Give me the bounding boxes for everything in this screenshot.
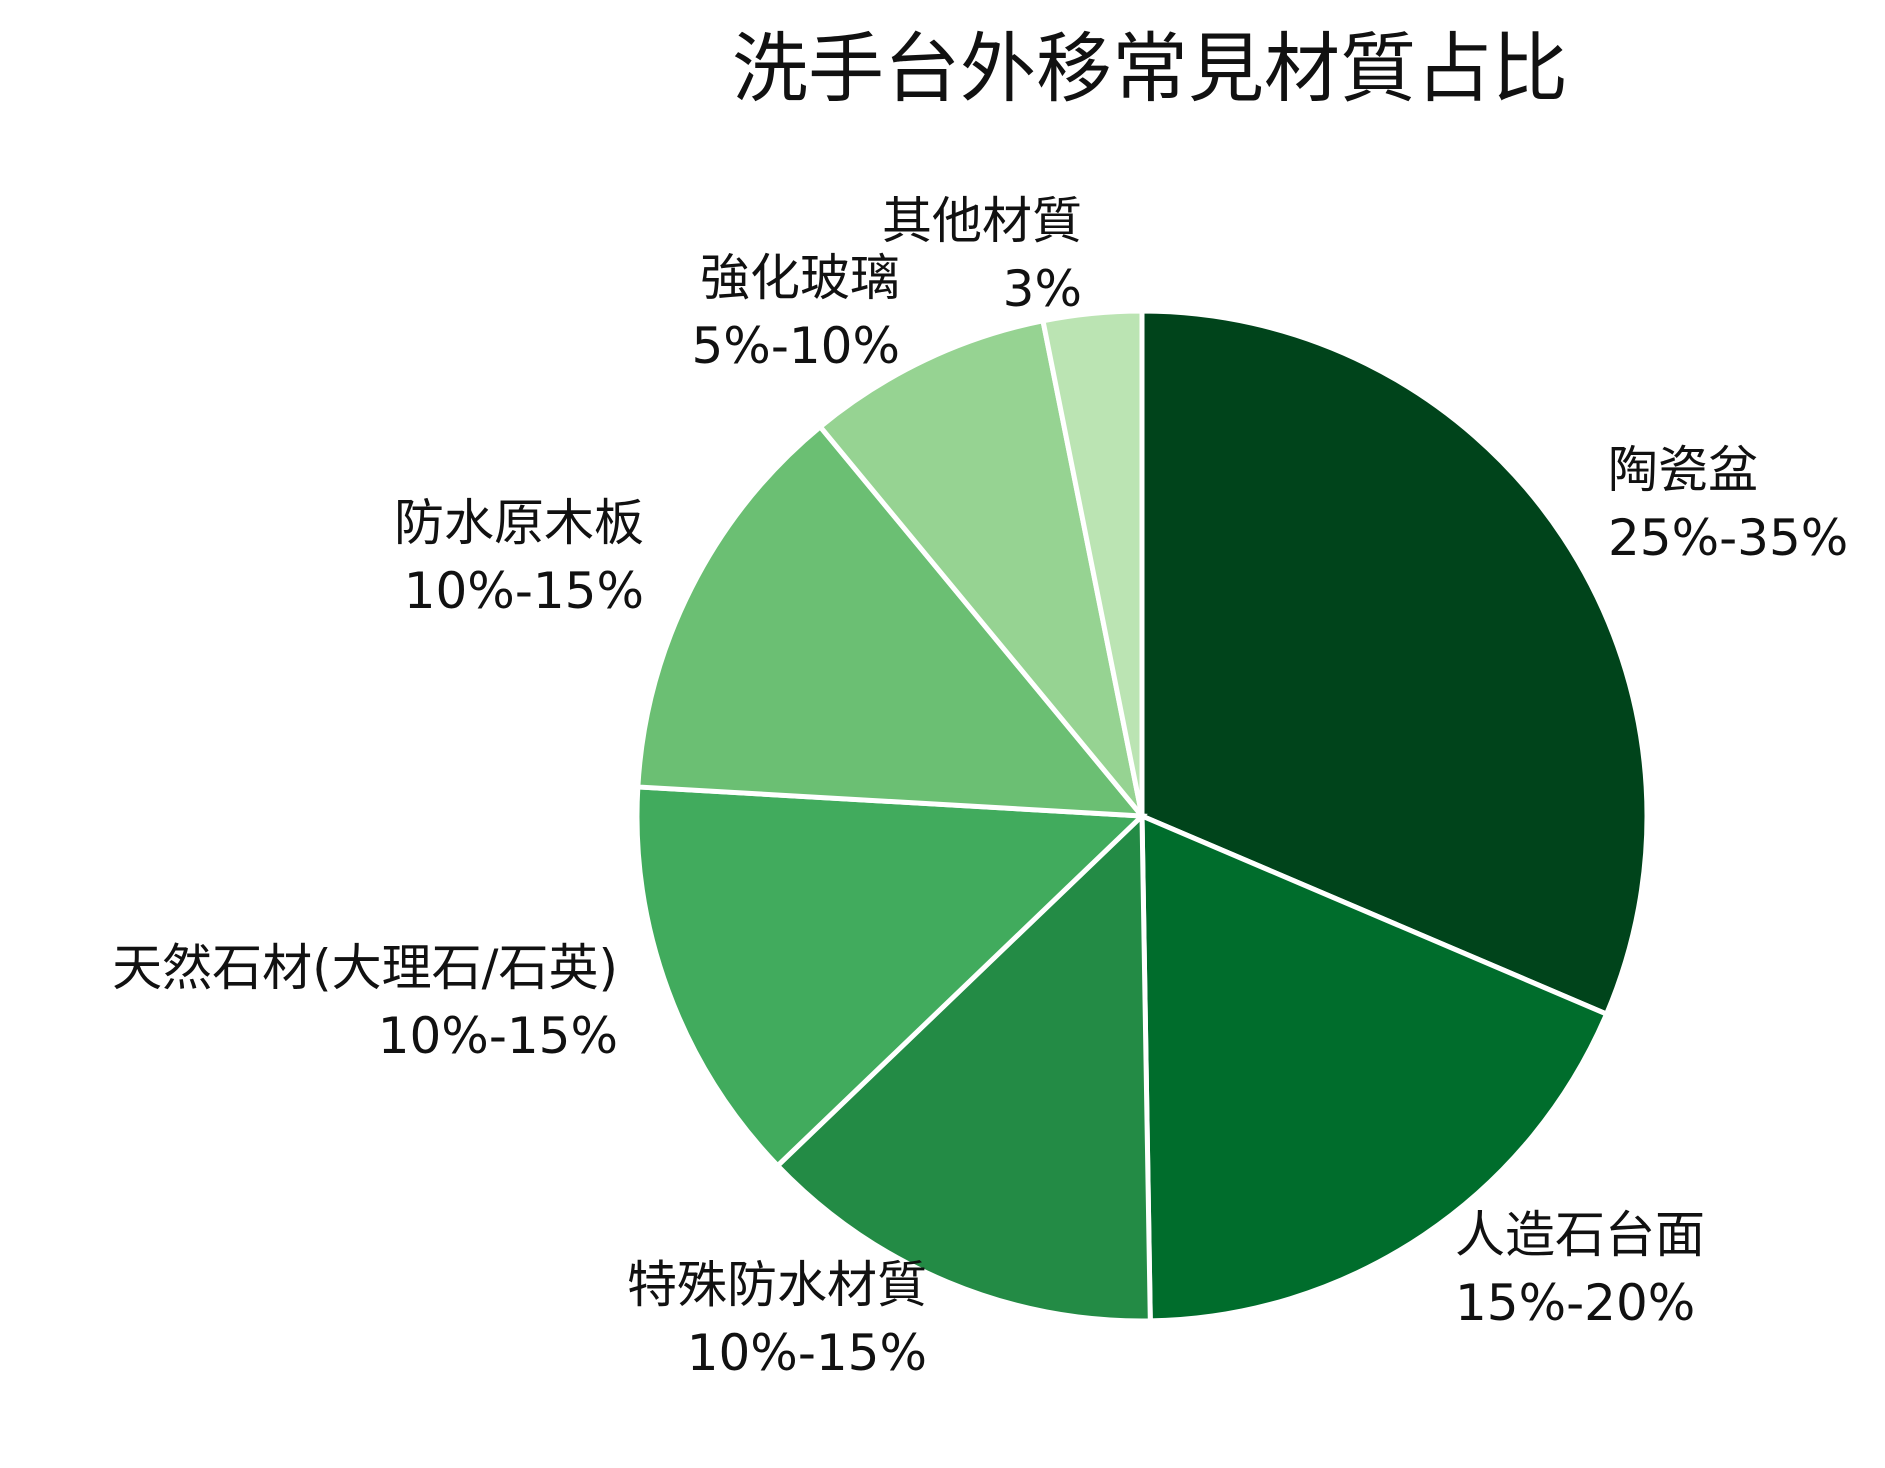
slice-value-label-3: 10%-15% xyxy=(687,1324,927,1382)
slice-label-4: 天然石材(大理石/石英) xyxy=(112,939,618,997)
slice-label-6: 強化玻璃 xyxy=(700,249,900,307)
pie-labels: 陶瓷盆 25%-35% 人造石台面 15%-20% 特殊防水材質 10%-15% 天然石材(… xyxy=(112,192,1848,1382)
slice-value-label-5: 10%-15% xyxy=(404,562,644,620)
pie-slice-3 xyxy=(774,810,1153,1324)
slice-label-5: 防水原木板 xyxy=(394,494,644,552)
slice-label-3: 特殊防水材質 xyxy=(627,1256,927,1314)
slice-value-label-6: 5%-10% xyxy=(692,317,901,375)
slice-value-label-1: 25%-35% xyxy=(1608,509,1848,567)
chart-title: 洗手台外移常見材質占比 xyxy=(732,24,1568,113)
slice-value-label-2: 15%-20% xyxy=(1455,1274,1695,1332)
pie-slice-5 xyxy=(635,423,1148,819)
slice-label-1: 陶瓷盆 xyxy=(1608,441,1758,499)
pie-slice-7 xyxy=(1040,308,1145,817)
slice-value-label-4: 10%-15% xyxy=(378,1007,618,1065)
pie-slice-2 xyxy=(1139,812,1610,1324)
slice-label-2: 人造石台面 xyxy=(1455,1206,1705,1264)
slice-value-label-7: 3% xyxy=(1003,260,1082,318)
pie-slice-6 xyxy=(816,317,1145,818)
slice-label-7: 其他材質 xyxy=(882,192,1082,250)
pie-slices xyxy=(634,308,1650,1324)
pie-slice-4 xyxy=(634,784,1148,1170)
pie-slice-1 xyxy=(1139,308,1650,1018)
